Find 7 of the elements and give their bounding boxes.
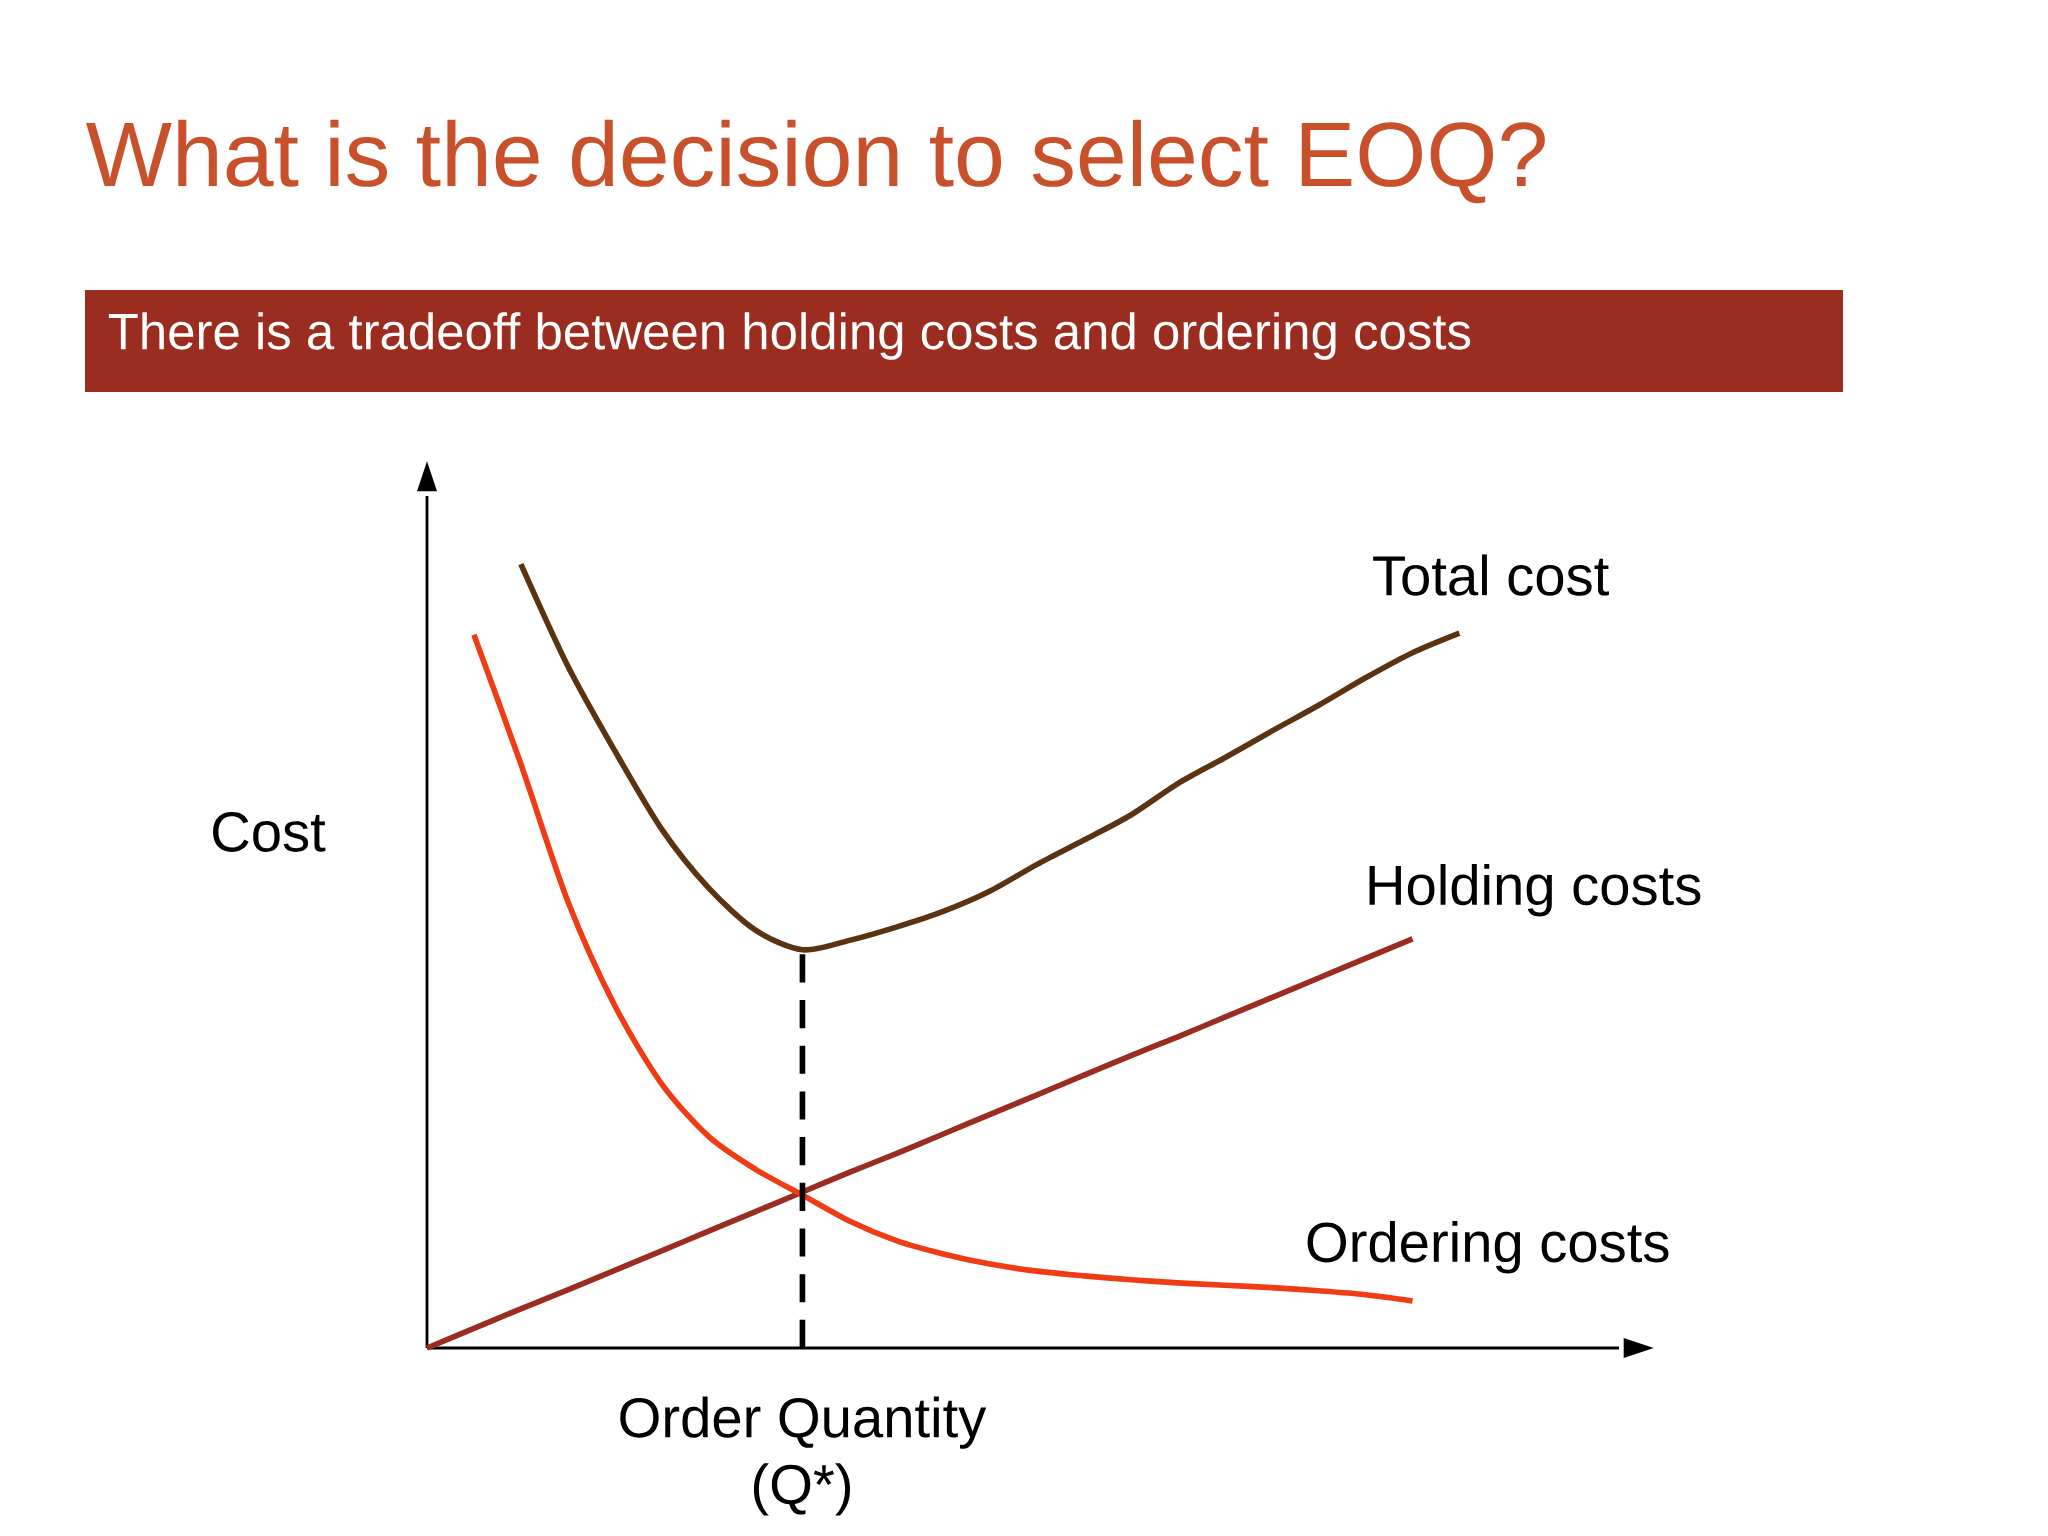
x-axis-title: Order Quantity (Q*): [620, 1396, 987, 1516]
y-axis-title: Cost: [213, 812, 326, 852]
chart-subtitle: There is a tradeoff between holding costs and ordering costs: [108, 312, 1471, 360]
series-label: Total cost: [1373, 554, 1609, 596]
series-label: Ordering costs: [1307, 1221, 1669, 1274]
chart-title: What is the decision to select EOQ?: [86, 119, 1545, 204]
series-label: Holding costs: [1369, 864, 1701, 917]
